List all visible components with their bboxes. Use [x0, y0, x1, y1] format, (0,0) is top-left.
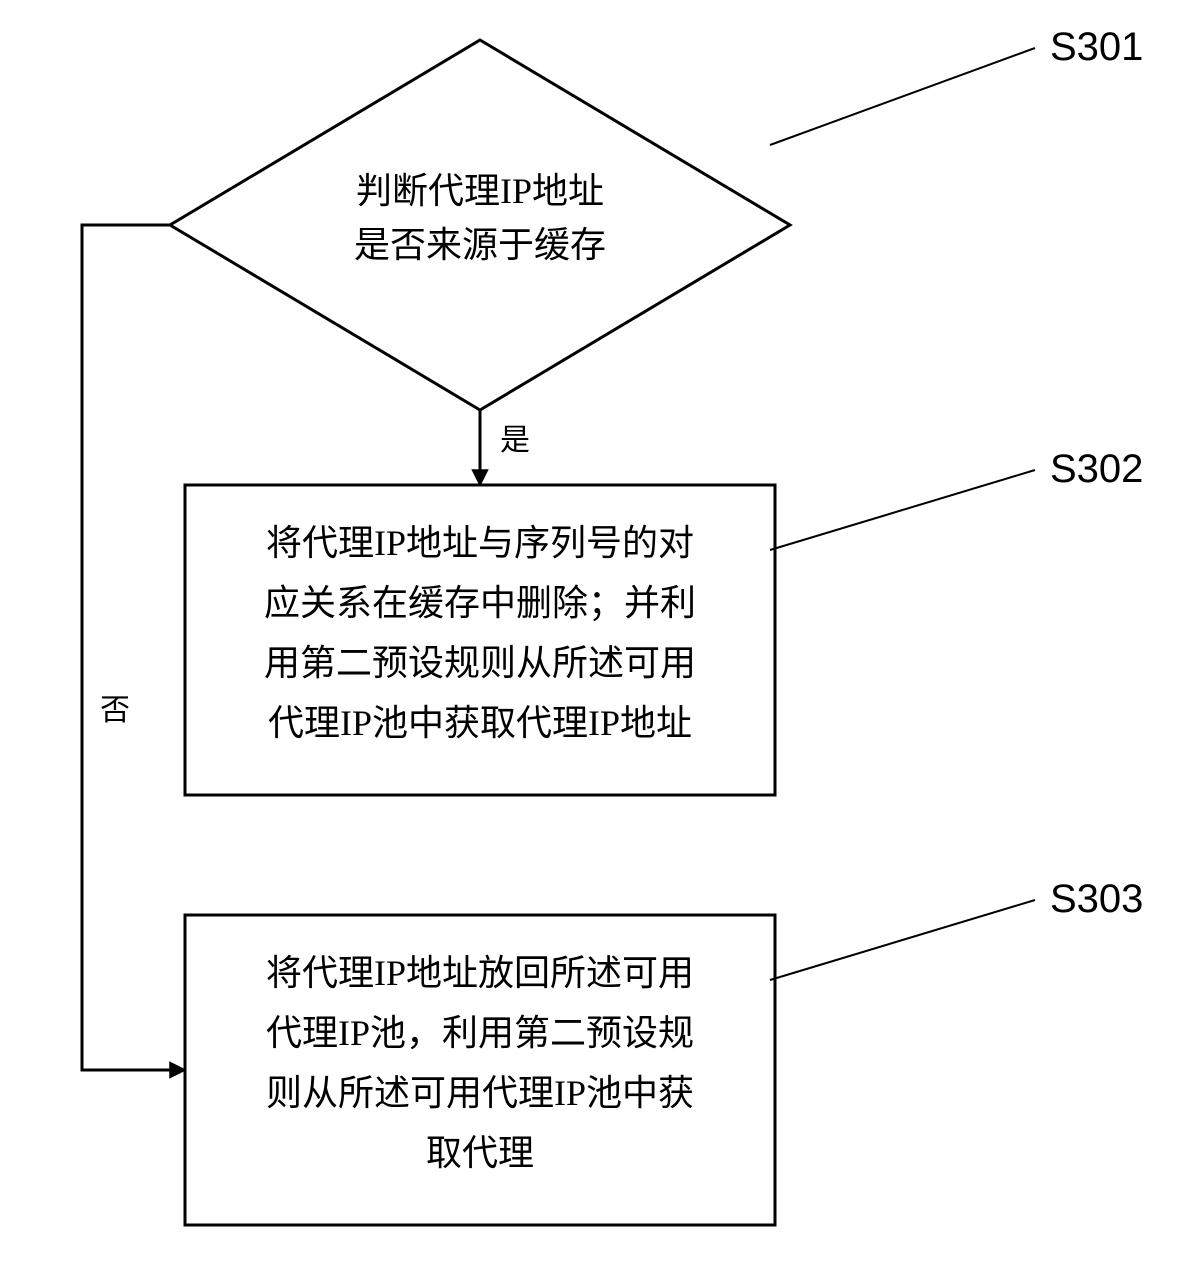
- decision-text: 是否来源于缓存: [354, 225, 606, 265]
- edge-yes-label: 是: [500, 424, 530, 457]
- edge-no: [82, 225, 185, 1070]
- box302-text: 用第二预设规则从所述可用: [264, 643, 696, 683]
- flowchart-canvas: 判断代理IP地址是否来源于缓存将代理IP地址与序列号的对应关系在缓存中删除；并利…: [0, 0, 1190, 1272]
- step-label-s301: S301: [1050, 25, 1143, 69]
- box302-text: 应关系在缓存中删除；并利: [264, 583, 696, 623]
- edge-no-label: 否: [100, 694, 130, 727]
- step-label-s302: S302: [1050, 447, 1143, 491]
- leader-s302: [770, 470, 1035, 550]
- step-label-s303: S303: [1050, 877, 1143, 921]
- box302-text: 代理IP池中获取代理IP地址: [268, 703, 692, 743]
- box303-text: 将代理IP地址放回所述可用: [266, 953, 694, 993]
- box303-text: 取代理: [426, 1133, 534, 1173]
- box302-text: 将代理IP地址与序列号的对: [266, 523, 694, 563]
- leader-s301: [770, 48, 1035, 145]
- decision-text: 判断代理IP地址: [356, 171, 604, 211]
- box303-text: 代理IP池，利用第二预设规: [266, 1013, 694, 1053]
- box303-text: 则从所述可用代理IP池中获: [266, 1073, 694, 1113]
- leader-s303: [770, 900, 1035, 980]
